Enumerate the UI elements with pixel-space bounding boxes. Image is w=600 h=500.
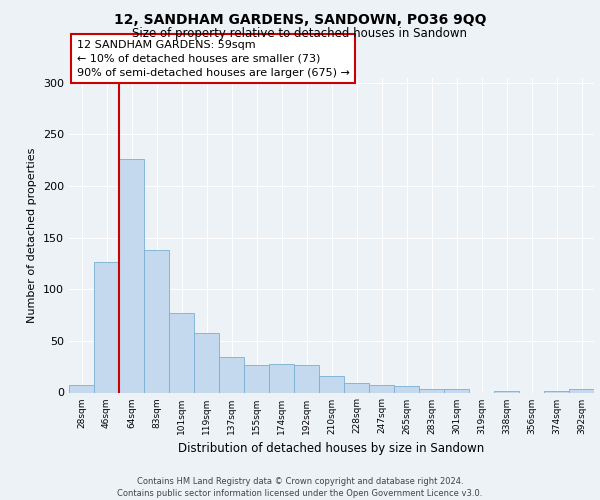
- Text: Contains HM Land Registry data © Crown copyright and database right 2024.
Contai: Contains HM Land Registry data © Crown c…: [118, 476, 482, 498]
- Bar: [144, 250, 169, 392]
- Bar: [269, 364, 294, 392]
- Bar: [294, 364, 319, 392]
- Bar: [169, 313, 194, 392]
- Y-axis label: Number of detached properties: Number of detached properties: [28, 148, 37, 322]
- Bar: [369, 386, 394, 392]
- Text: Size of property relative to detached houses in Sandown: Size of property relative to detached ho…: [133, 28, 467, 40]
- Bar: [344, 383, 369, 392]
- Bar: [194, 332, 219, 392]
- Bar: [569, 390, 594, 392]
- Bar: [444, 390, 469, 392]
- Bar: [94, 262, 119, 392]
- Text: 12, SANDHAM GARDENS, SANDOWN, PO36 9QQ: 12, SANDHAM GARDENS, SANDOWN, PO36 9QQ: [114, 12, 486, 26]
- Bar: [119, 159, 144, 392]
- Text: 12 SANDHAM GARDENS: 59sqm
← 10% of detached houses are smaller (73)
90% of semi-: 12 SANDHAM GARDENS: 59sqm ← 10% of detac…: [77, 40, 350, 78]
- Bar: [319, 376, 344, 392]
- X-axis label: Distribution of detached houses by size in Sandown: Distribution of detached houses by size …: [178, 442, 485, 455]
- Bar: [219, 358, 244, 392]
- Bar: [244, 364, 269, 392]
- Bar: [69, 386, 94, 392]
- Bar: [394, 386, 419, 392]
- Bar: [419, 390, 444, 392]
